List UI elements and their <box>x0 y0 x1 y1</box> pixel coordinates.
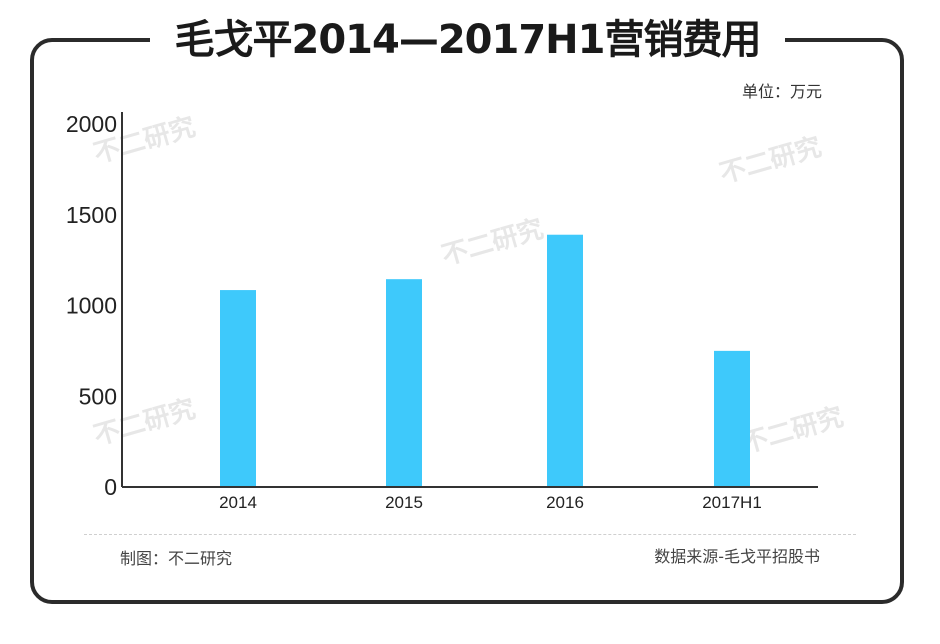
y-tick-label: 1000 <box>66 293 117 319</box>
x-tick-label: 2016 <box>546 493 584 512</box>
chart-title: 毛戈平2014—2017H1营销费用 <box>174 17 762 63</box>
x-tick-labels: 2014 2015 2016 2017H1 <box>219 493 762 512</box>
title-background <box>150 18 785 64</box>
y-tick-label: 2000 <box>66 111 117 137</box>
y-tick-label: 500 <box>79 383 117 409</box>
y-tick-label: 1500 <box>66 202 117 228</box>
bars-group <box>220 234 750 487</box>
y-tick-labels: 0 500 1000 1500 2000 <box>66 111 117 500</box>
x-tick-label: 2015 <box>385 493 423 512</box>
bar-2017H1 <box>714 350 750 487</box>
bar-2016 <box>547 234 583 487</box>
bar-2014 <box>220 290 256 487</box>
x-tick-label: 2017H1 <box>702 493 762 512</box>
footer-source: 数据来源-毛戈平招股书 <box>654 547 820 566</box>
x-tick-label: 2014 <box>219 493 257 512</box>
y-tick-label: 0 <box>104 474 117 500</box>
footer-made-by: 制图：不二研究 <box>120 549 233 568</box>
unit-label: 单位：万元 <box>741 82 822 101</box>
bar-2015 <box>386 279 422 487</box>
footer-divider <box>84 534 856 535</box>
